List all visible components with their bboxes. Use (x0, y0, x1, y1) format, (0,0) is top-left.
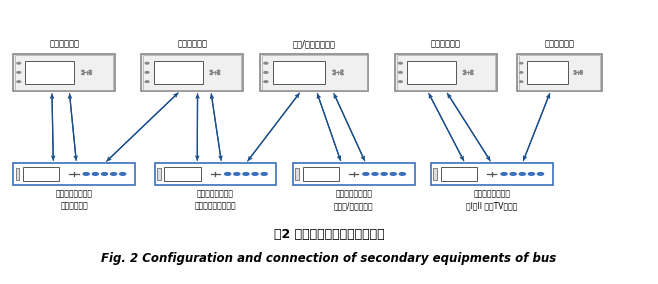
Circle shape (510, 173, 516, 175)
Circle shape (528, 173, 534, 175)
Bar (23, 167, 59, 181)
Bar (16, 168, 19, 180)
Circle shape (399, 173, 405, 175)
Circle shape (574, 71, 576, 72)
Bar (143, 55, 241, 90)
Bar (262, 55, 367, 90)
Bar (407, 60, 456, 84)
Circle shape (264, 62, 268, 64)
Circle shape (574, 73, 576, 74)
Circle shape (17, 62, 20, 64)
Circle shape (520, 62, 522, 64)
Circle shape (101, 173, 107, 175)
Circle shape (519, 173, 525, 175)
Circle shape (520, 72, 522, 73)
Bar (295, 168, 299, 180)
Bar (527, 60, 568, 84)
Text: 数字二次回路装置
（I、II 母线TV间隔）: 数字二次回路装置 （I、II 母线TV间隔） (466, 189, 518, 210)
Circle shape (261, 173, 267, 175)
Bar (155, 163, 276, 185)
Bar (519, 55, 600, 90)
Bar (157, 168, 161, 180)
Bar (26, 60, 74, 84)
Bar (13, 54, 115, 91)
Circle shape (341, 70, 343, 71)
Circle shape (243, 173, 249, 175)
Circle shape (538, 173, 544, 175)
Circle shape (92, 173, 99, 175)
Circle shape (210, 70, 213, 71)
Bar (164, 167, 201, 181)
Circle shape (372, 173, 378, 175)
Circle shape (580, 73, 582, 74)
Circle shape (224, 173, 231, 175)
Circle shape (363, 173, 369, 175)
Circle shape (341, 74, 343, 75)
Circle shape (399, 62, 402, 64)
Text: 母线测控装置: 母线测控装置 (544, 40, 574, 49)
Bar (293, 163, 415, 185)
Text: 数字二次回路装置
（主变高压侧间隔）: 数字二次回路装置 （主变高压侧间隔） (195, 189, 236, 210)
Circle shape (520, 81, 522, 82)
Bar (397, 55, 495, 90)
Bar (15, 55, 113, 90)
Circle shape (111, 173, 116, 175)
Text: 母联/分段保护装置: 母联/分段保护装置 (293, 40, 336, 49)
Circle shape (145, 72, 149, 73)
Circle shape (399, 72, 402, 73)
Text: 图2 母线二次设备配置与连接图: 图2 母线二次设备配置与连接图 (274, 228, 384, 241)
Circle shape (89, 70, 91, 71)
Circle shape (470, 70, 473, 71)
Circle shape (390, 173, 396, 175)
Text: 数字二次回路装置
（母联/分段间隔）: 数字二次回路装置 （母联/分段间隔） (334, 189, 374, 210)
Bar (431, 163, 553, 185)
Circle shape (17, 72, 20, 73)
Text: 数字二次回路装置
（线路间隔）: 数字二次回路装置 （线路间隔） (55, 189, 93, 210)
Bar (13, 163, 135, 185)
Text: 母线保护装置: 母线保护装置 (431, 40, 461, 49)
Circle shape (333, 74, 336, 75)
Circle shape (333, 70, 336, 71)
Circle shape (17, 81, 20, 82)
Circle shape (252, 173, 258, 175)
Circle shape (463, 70, 466, 71)
Bar (434, 168, 437, 180)
Circle shape (580, 71, 582, 72)
Bar (303, 167, 339, 181)
Bar (517, 54, 602, 91)
Bar (273, 60, 325, 84)
Circle shape (381, 173, 387, 175)
Bar (441, 167, 477, 181)
Bar (154, 60, 203, 84)
Circle shape (234, 173, 240, 175)
Circle shape (83, 173, 89, 175)
Circle shape (501, 173, 507, 175)
Circle shape (120, 173, 126, 175)
Bar (141, 54, 243, 91)
Text: 主变保护装置: 主变保护装置 (178, 40, 207, 49)
Bar (395, 54, 497, 91)
Circle shape (264, 72, 268, 73)
Circle shape (399, 81, 402, 82)
Circle shape (217, 70, 220, 71)
Circle shape (264, 81, 268, 82)
Circle shape (82, 70, 84, 71)
Text: Fig. 2 Configuration and connection of secondary equipments of bus: Fig. 2 Configuration and connection of s… (101, 252, 557, 265)
Circle shape (145, 62, 149, 64)
Bar (260, 54, 368, 91)
Circle shape (145, 81, 149, 82)
Text: 线路保护装置: 线路保护装置 (49, 40, 79, 49)
